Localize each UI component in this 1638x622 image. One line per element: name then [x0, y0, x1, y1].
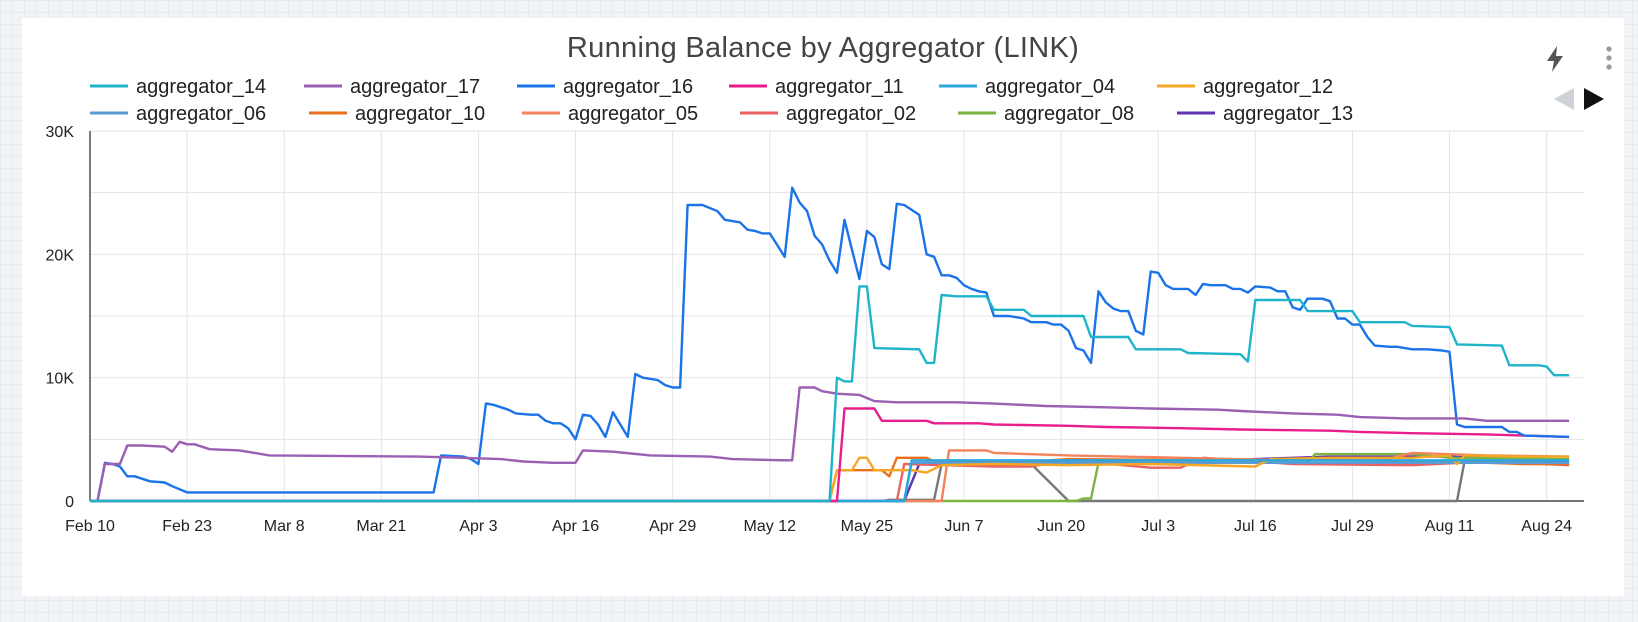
legend-label: aggregator_14 [136, 76, 266, 98]
y-tick-label: 0 [65, 494, 74, 511]
lightning-icon[interactable] [1542, 44, 1568, 74]
x-tick-label: Apr 29 [649, 518, 696, 535]
x-tick-label: May 25 [841, 518, 894, 535]
x-tick-label: Aug 11 [1425, 518, 1475, 535]
x-tick-label: Mar 8 [264, 518, 305, 535]
x-tick-label: Jul 16 [1234, 518, 1277, 535]
x-tick-label: Apr 3 [459, 518, 497, 535]
x-tick-label: Aug 24 [1521, 518, 1572, 535]
y-tick-label: 30K [46, 124, 75, 141]
line-chart: Feb 10 Feb 23 Mar 8 Mar 21 Apr 3 Apr 16 Apr 29… [46, 76, 1604, 535]
y-tick-label: 10K [46, 371, 75, 388]
legend-label: aggregator_04 [985, 76, 1115, 98]
legend-label: aggregator_12 [1203, 76, 1333, 98]
legend-label: aggregator_05 [568, 103, 698, 125]
series-line-aggregator_11 [90, 407, 1570, 503]
legend-label: aggregator_16 [563, 76, 693, 98]
x-tick-label: Apr 16 [552, 518, 599, 535]
series-line-aggregator_05 [90, 449, 1570, 503]
grid-layer [90, 130, 1584, 502]
legend-nav [1554, 88, 1604, 110]
legend-label: aggregator_08 [1004, 103, 1134, 125]
series-line-aggregator_16 [90, 186, 1570, 503]
x-tick-label: May 12 [744, 518, 797, 535]
chart-card: Running Balance by Aggregator (LINK) Feb… [22, 18, 1624, 596]
legend-label: aggregator_10 [355, 103, 485, 125]
legend-label: aggregator_13 [1223, 103, 1353, 125]
x-tick-label: Feb 23 [162, 518, 212, 535]
legend: aggregator_14 aggregator_17 aggregator_16 a… [90, 76, 1353, 125]
legend-label: aggregator_02 [786, 103, 916, 125]
series-line-aggregator_04 [90, 459, 1570, 503]
x-tick-label: Feb 10 [65, 518, 115, 535]
y-tick-label: 20K [46, 247, 75, 264]
x-tick-label: Jun 20 [1037, 518, 1085, 535]
chart-title: Running Balance by Aggregator (LINK) [566, 32, 1080, 64]
axis-layer: Feb 10 Feb 23 Mar 8 Mar 21 Apr 3 Apr 16 Apr 29… [46, 124, 1584, 535]
more-vert-icon[interactable] [1596, 44, 1622, 74]
series-line-aggregator_02 [90, 456, 1570, 503]
x-tick-label: Jul 29 [1331, 518, 1374, 535]
legend-label: aggregator_11 [775, 76, 904, 98]
series-layer [90, 186, 1570, 503]
x-tick-label: Jun 7 [944, 518, 983, 535]
next-arrow-icon[interactable] [1584, 88, 1604, 110]
legend-label: aggregator_17 [350, 76, 480, 98]
legend-label: aggregator_06 [136, 103, 266, 125]
x-tick-label: Mar 21 [356, 518, 406, 535]
prev-arrow-icon[interactable] [1554, 88, 1574, 110]
series-line-aggregator_17 [90, 386, 1570, 503]
x-tick-label: Jul 3 [1141, 518, 1175, 535]
series-line-aggregator_14 [90, 285, 1570, 503]
